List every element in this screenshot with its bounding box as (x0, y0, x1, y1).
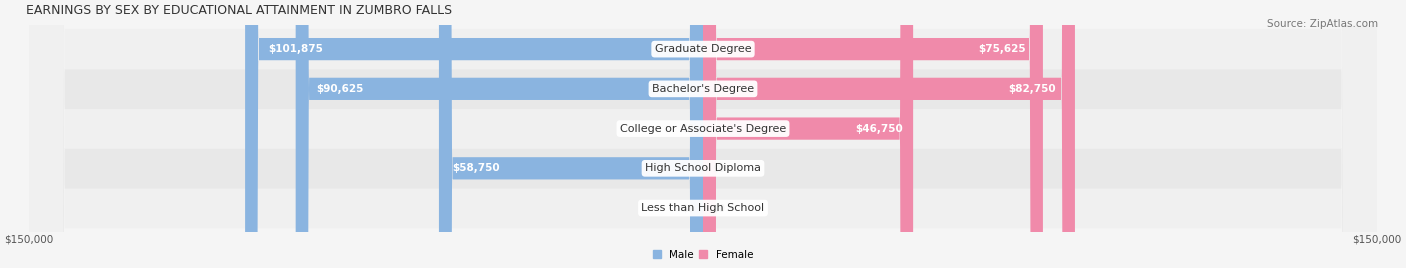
FancyBboxPatch shape (28, 0, 1378, 268)
Text: $75,625: $75,625 (979, 44, 1026, 54)
Text: $101,875: $101,875 (269, 44, 323, 54)
Text: College or Associate's Degree: College or Associate's Degree (620, 124, 786, 133)
FancyBboxPatch shape (245, 0, 703, 268)
Text: $82,750: $82,750 (1008, 84, 1056, 94)
Text: $0: $0 (711, 203, 725, 213)
Legend: Male, Female: Male, Female (648, 245, 758, 264)
FancyBboxPatch shape (439, 0, 703, 268)
Text: $0: $0 (681, 124, 695, 133)
Text: $0: $0 (681, 203, 695, 213)
Text: $46,750: $46,750 (855, 124, 903, 133)
FancyBboxPatch shape (295, 0, 703, 268)
Text: Bachelor's Degree: Bachelor's Degree (652, 84, 754, 94)
FancyBboxPatch shape (28, 0, 1378, 268)
FancyBboxPatch shape (703, 0, 1076, 268)
FancyBboxPatch shape (703, 0, 912, 268)
Text: High School Diploma: High School Diploma (645, 163, 761, 173)
Text: $0: $0 (711, 163, 725, 173)
FancyBboxPatch shape (28, 0, 1378, 268)
Text: Less than High School: Less than High School (641, 203, 765, 213)
Text: EARNINGS BY SEX BY EDUCATIONAL ATTAINMENT IN ZUMBRO FALLS: EARNINGS BY SEX BY EDUCATIONAL ATTAINMEN… (27, 4, 453, 17)
FancyBboxPatch shape (703, 0, 1043, 268)
Text: Source: ZipAtlas.com: Source: ZipAtlas.com (1267, 19, 1378, 29)
Text: $58,750: $58,750 (453, 163, 499, 173)
FancyBboxPatch shape (28, 0, 1378, 268)
FancyBboxPatch shape (28, 0, 1378, 268)
Text: $90,625: $90,625 (316, 84, 363, 94)
Text: Graduate Degree: Graduate Degree (655, 44, 751, 54)
